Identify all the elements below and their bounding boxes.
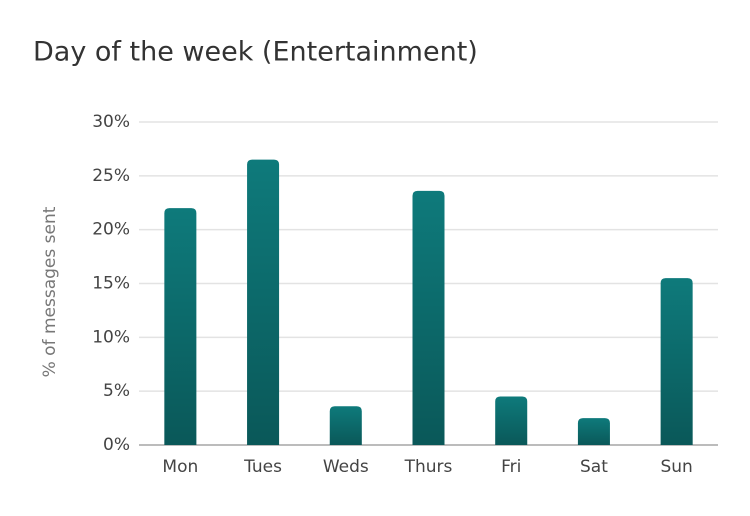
bar-shade	[412, 190, 445, 445]
x-tick-label: Sat	[580, 457, 608, 477]
chart-title: Day of the week (Entertainment)	[33, 37, 478, 68]
x-tick-label: Weds	[323, 457, 369, 477]
y-tick-label: 30%	[92, 112, 130, 132]
y-axis-title: % of messages sent	[40, 206, 60, 377]
bar-shade	[247, 159, 280, 445]
bar-shade	[660, 278, 693, 445]
bar-shade	[164, 208, 197, 445]
y-tick-label: 0%	[103, 435, 130, 455]
x-tick-label: Fri	[501, 457, 521, 477]
bar-shade	[577, 418, 610, 445]
x-tick-label: Sun	[660, 457, 692, 477]
y-tick-label: 5%	[103, 381, 130, 401]
y-tick-label: 10%	[92, 327, 130, 347]
bar-shade	[495, 396, 528, 445]
x-tick-label: Thurs	[404, 457, 453, 477]
bar-shade	[329, 406, 362, 445]
x-tick-label: Tues	[243, 457, 282, 477]
y-tick-label: 20%	[92, 220, 130, 240]
y-tick-label: 25%	[92, 166, 130, 186]
x-tick-label: Mon	[162, 457, 198, 477]
y-tick-label: 15%	[92, 274, 130, 294]
